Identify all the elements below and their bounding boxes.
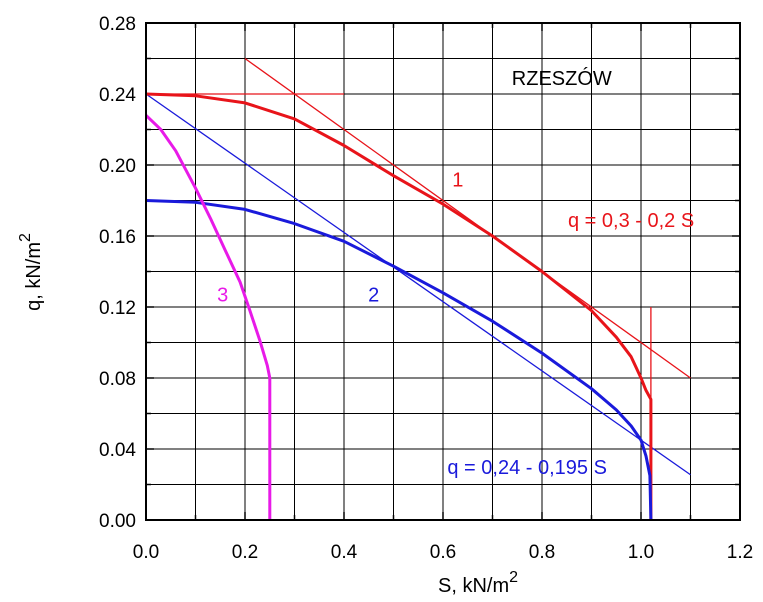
x-axis-title-text: S, kN/m [438, 575, 509, 597]
plot-frame [145, 22, 741, 521]
x-tick-label: 0.4 [331, 542, 358, 563]
y-tick-label: 0.08 [99, 369, 136, 390]
grid [146, 23, 740, 520]
x-axis-title-sup: 2 [509, 569, 518, 586]
x-tick-label: 0.2 [232, 542, 258, 563]
y-tick-label: 0.28 [99, 14, 136, 35]
x-axis-title: S, kN/m2 [438, 569, 518, 597]
y-tick-label: 0.04 [99, 440, 136, 461]
series-1-line [145, 92, 653, 520]
x-tick-label: 0.0 [133, 542, 159, 563]
annotations: RZESZÓW 1 q = 0,3 - 0,2 S 2 3 q = 0,24 - 0,19… [217, 67, 694, 479]
x-tick-labels: 0.0 0.2 0.4 0.6 0.8 1.0 1.2 [133, 542, 753, 563]
x-tick-label: 1.2 [727, 542, 753, 563]
y-axis-title-sup: 2 [17, 233, 34, 242]
series-group [144, 92, 653, 521]
y-tick-label: 0.20 [99, 156, 136, 177]
blue-equation-label: q = 0,24 - 0,195 S [447, 457, 607, 479]
y-tick-label: 0.00 [99, 511, 136, 532]
blue-fit-line [145, 93, 691, 476]
y-tick-label: 0.24 [99, 85, 136, 106]
y-tick-label: 0.12 [99, 298, 136, 319]
series-3-line [144, 114, 272, 520]
y-tick-labels: 0.00 0.04 0.08 0.12 0.16 0.20 0.24 0.28 [99, 14, 136, 532]
y-axis-title: q, kN/m2 [17, 233, 45, 311]
x-tick-label: 1.0 [628, 542, 654, 563]
series-2-line [145, 199, 653, 521]
y-tick-label: 0.16 [99, 227, 136, 248]
red-fit-line [244, 57, 691, 379]
curve-2-label: 2 [368, 285, 379, 307]
curve-1-label: 1 [452, 169, 463, 191]
x-tick-label: 0.8 [529, 542, 555, 563]
x-tick-label: 0.6 [430, 542, 456, 563]
y-axis-title-text: q, kN/m [23, 242, 45, 311]
location-label: RZESZÓW [512, 67, 612, 90]
red-equation-label: q = 0,3 - 0,2 S [568, 210, 694, 232]
curve-3-label: 3 [217, 285, 228, 307]
